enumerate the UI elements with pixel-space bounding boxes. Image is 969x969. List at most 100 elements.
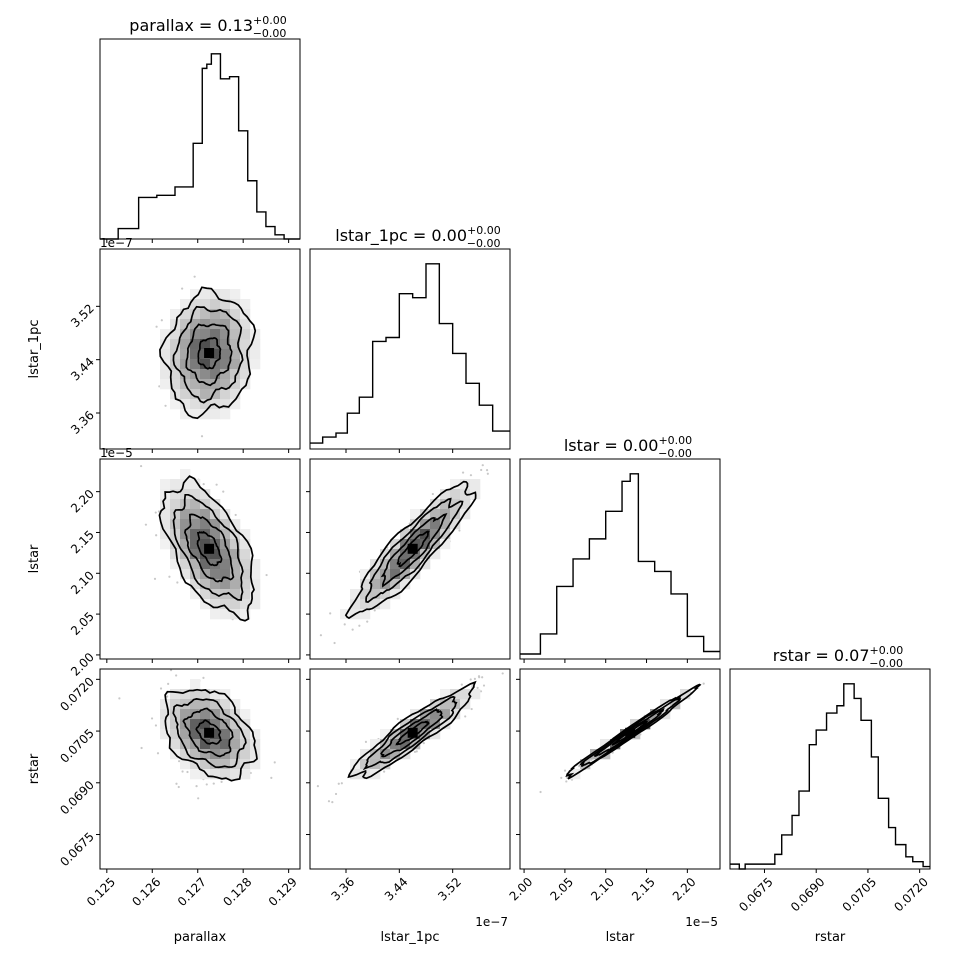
- contour-line: [344, 480, 477, 620]
- density-cell: [190, 309, 201, 320]
- panel-frame: [99, 668, 301, 870]
- density-cell: [400, 549, 411, 560]
- density-cell: [180, 319, 191, 330]
- density-cell: [170, 369, 181, 380]
- density-cell: [240, 539, 251, 550]
- density-cell: [210, 299, 221, 310]
- panel-content: [316, 672, 504, 804]
- density-cell: [240, 319, 251, 330]
- y-axis-label: lstar: [27, 544, 42, 573]
- x-tick-label: 0.0690: [788, 875, 828, 915]
- panel-frame: [729, 668, 931, 870]
- density-cell: [180, 739, 191, 750]
- scatter-point: [200, 435, 204, 438]
- contour-line: [159, 286, 257, 420]
- density-cell: [400, 739, 411, 750]
- scatter-point: [222, 490, 225, 493]
- density-cell: [230, 369, 241, 380]
- density-cell: [170, 549, 181, 560]
- density-cell: [220, 299, 231, 310]
- density-cell: [180, 519, 191, 530]
- panel-frame: [309, 248, 511, 450]
- scatter-point: [118, 697, 121, 700]
- contour-line: [347, 680, 477, 780]
- density-cell: [220, 319, 231, 330]
- density-cell: [220, 529, 231, 540]
- density-cell: [220, 569, 231, 580]
- density-cell: [380, 729, 391, 740]
- density-cell: [680, 689, 691, 700]
- density-cell: [190, 479, 201, 490]
- density-cell: [460, 689, 471, 700]
- histogram-line: [100, 53, 300, 240]
- density-cell: [240, 349, 251, 360]
- title-sub: −0.00: [467, 237, 501, 250]
- density-cell: [240, 599, 251, 610]
- density-cell: [220, 409, 231, 420]
- title-main: lstar_1pc = 0.00: [335, 226, 467, 246]
- density-cell: [220, 369, 231, 380]
- scatter-point: [480, 468, 483, 472]
- density-cell: [230, 599, 241, 610]
- density-cell: [450, 489, 461, 500]
- density-cell: [250, 599, 261, 610]
- contour-line: [395, 720, 430, 746]
- density-cell: [230, 539, 241, 550]
- density-cell: [240, 529, 251, 540]
- title-sup: +0.00: [467, 224, 501, 237]
- density-cell: [210, 379, 221, 390]
- contour-line: [380, 708, 444, 758]
- scatter-point: [481, 464, 484, 467]
- y-tick-label: 0.0675: [57, 830, 97, 870]
- scatter-point: [155, 325, 158, 328]
- density-cell: [410, 519, 421, 530]
- scatter-point: [471, 685, 474, 688]
- density-cell: [340, 609, 351, 620]
- density-cell: [200, 529, 211, 540]
- density-cell: [170, 739, 181, 750]
- density-cell: [190, 339, 201, 350]
- density-peak: [407, 727, 418, 738]
- scatter-point: [159, 687, 163, 690]
- scatter-point: [469, 474, 473, 477]
- scatter-point: [139, 464, 143, 468]
- pair-panel-parallax-lstar: [99, 458, 301, 660]
- density-cell: [200, 339, 211, 350]
- density-cell: [220, 549, 231, 560]
- scatter-point: [364, 740, 368, 744]
- density-cell: [410, 559, 421, 570]
- scatter-point: [178, 760, 181, 763]
- density-cell: [230, 579, 241, 590]
- density-cell: [230, 379, 241, 390]
- density-cell: [180, 469, 191, 480]
- density-cell: [250, 349, 261, 360]
- density-cell: [230, 319, 241, 330]
- panel-content: [118, 669, 276, 800]
- density-cell: [460, 499, 471, 510]
- density-cell: [200, 489, 211, 500]
- scatter-point: [202, 483, 205, 486]
- density-cell: [230, 329, 241, 340]
- x-tick-label: 3.44: [382, 875, 411, 904]
- pair-panel-lstar_1pc-rstar: [309, 668, 511, 870]
- density-peak: [204, 727, 215, 738]
- density-cell: [220, 349, 231, 360]
- panel-frame: [99, 248, 301, 450]
- y-tick-label: 3.36: [68, 408, 97, 437]
- density-cell: [240, 769, 251, 780]
- scatter-point: [539, 790, 542, 794]
- contour-line: [579, 695, 682, 768]
- density-cell: [170, 689, 181, 700]
- x-offset-text: 1e−5: [685, 915, 718, 929]
- scatter-point: [726, 673, 728, 675]
- scatter-point: [469, 678, 472, 681]
- scatter-point: [234, 513, 237, 517]
- density-cell: [180, 389, 191, 400]
- density-cell: [210, 389, 221, 400]
- density-cell: [450, 709, 461, 720]
- density-cell: [180, 399, 191, 410]
- density-cell: [240, 749, 251, 760]
- density-cell: [230, 699, 241, 710]
- scatter-point: [155, 534, 158, 537]
- density-cell: [250, 759, 261, 770]
